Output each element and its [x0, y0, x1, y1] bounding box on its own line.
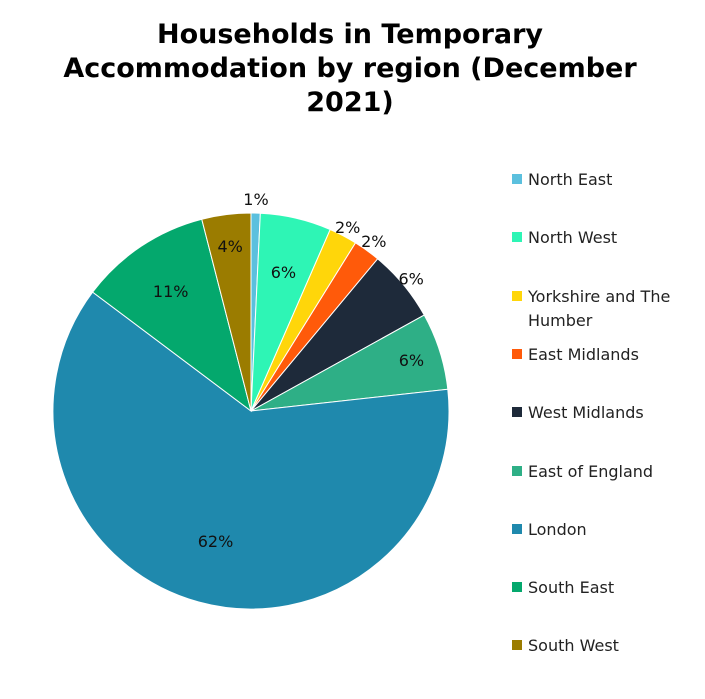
legend-item-london: London — [512, 518, 698, 542]
legend-item-yorkshire-and-the-humber: Yorkshire and The Humber — [512, 285, 698, 333]
legend-item-north-east: North East — [512, 168, 698, 192]
legend-swatch — [512, 407, 522, 418]
legend-item-north-west: North West — [512, 226, 698, 250]
data-label-yorkshire-and-the-humber: 2% — [335, 218, 360, 237]
legend-swatch — [512, 348, 522, 359]
legend-swatch — [512, 290, 522, 301]
legend-item-south-west: South West — [512, 634, 698, 658]
legend-label: North West — [528, 228, 618, 248]
data-label-west-midlands: 6% — [399, 270, 424, 289]
legend-item-east-of-england: East of England — [512, 460, 698, 484]
legend-item-south-east: South East — [512, 576, 698, 600]
legend-label: East of England — [528, 461, 654, 481]
legend-label: North East — [528, 170, 613, 189]
legend-label: South East — [528, 578, 615, 598]
legend-item-west-midlands: West Midlands — [512, 401, 698, 425]
legend-swatch — [512, 465, 522, 476]
title-line-3: 2021) — [306, 87, 394, 118]
pie-slice-south-west — [201, 212, 252, 412]
data-label-east-of-england: 6% — [399, 351, 424, 370]
legend-item-east-midlands: East Midlands — [512, 343, 698, 367]
data-label-south-west: 4% — [218, 237, 243, 256]
title-line-2: Accommodation by region (December — [63, 53, 637, 84]
legend-swatch — [512, 640, 522, 651]
legend-label: West Midlands — [528, 403, 644, 423]
legend-label: London — [528, 519, 587, 539]
title-line-1: Households in Temporary — [156, 19, 544, 50]
legend-swatch — [512, 582, 522, 593]
chart-title: Households in Temporary Accommodation by… — [60, 18, 640, 120]
data-label-north-west: 6% — [271, 263, 296, 282]
legend-label: East Midlands — [528, 344, 639, 364]
data-label-north-east: 1% — [243, 190, 268, 209]
legend-label: Yorkshire and The Humber — [528, 286, 671, 330]
legend-swatch — [512, 232, 522, 243]
data-label-south-east: 11% — [153, 282, 189, 301]
legend-swatch — [512, 523, 522, 534]
legend-swatch — [512, 174, 522, 184]
pie-slice-london — [52, 291, 450, 610]
pie-slice-south-east — [91, 218, 252, 413]
data-label-east-midlands: 2% — [361, 232, 386, 251]
data-label-london: 62% — [198, 532, 234, 551]
legend-label: South West — [528, 636, 619, 656]
